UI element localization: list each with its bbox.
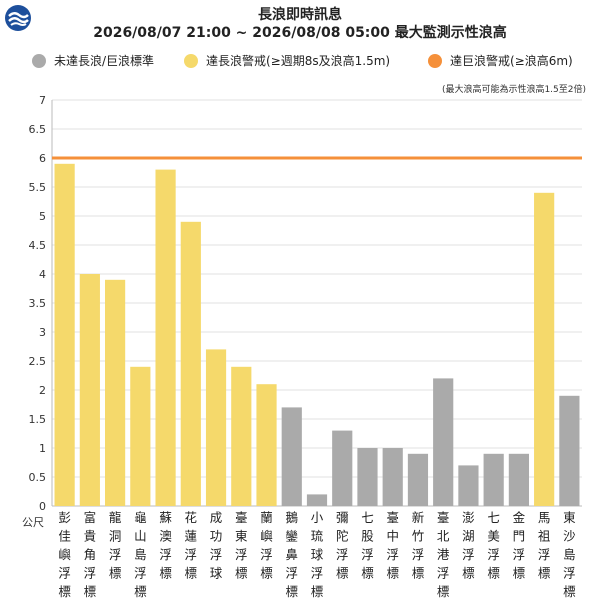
x-tick-label: 成功浮球 <box>210 510 223 581</box>
y-tick-label: 2.5 <box>29 355 47 368</box>
bar <box>205 349 227 506</box>
legend-label-below: 未達長浪/巨浪標準 <box>54 54 155 68</box>
x-tick-label: 臺中浮標 <box>386 510 399 581</box>
x-tick-label: 花蓮浮標 <box>185 510 198 581</box>
bar <box>256 384 277 506</box>
bar <box>105 279 126 506</box>
gray-dot-icon <box>32 53 46 68</box>
x-tick-label: 七股浮標 <box>361 510 374 581</box>
x-tick-label: 澎湖浮標 <box>462 510 475 581</box>
cwa-logo-icon <box>5 5 31 31</box>
x-tick-label: 彌陀浮標 <box>336 510 349 581</box>
orange-dot-icon <box>428 53 442 68</box>
y-tick-label: 1 <box>39 442 46 455</box>
x-tick-label: 蘇澳浮標 <box>159 510 172 581</box>
x-tick-label: 彭佳嶼浮標 <box>58 510 71 599</box>
y-tick-label: 6.5 <box>29 123 47 136</box>
y-tick-label: 3 <box>39 326 46 339</box>
bar <box>407 453 429 506</box>
y-tick-label: 5 <box>39 210 46 223</box>
bar <box>155 169 176 506</box>
y-tick-label: 4.5 <box>29 239 47 252</box>
bar <box>306 494 328 506</box>
legend-label-swell: 達長浪警戒(≥週期8s及浪高1.5m) <box>206 54 391 68</box>
x-tick-label: 馬祖浮標 <box>538 510 551 581</box>
y-axis-label: 公尺 <box>22 516 44 529</box>
bar <box>508 453 529 506</box>
bar <box>231 366 252 506</box>
chart-title: 長浪即時訊息 <box>258 7 342 23</box>
x-tick-label: 龜山島浮標 <box>134 510 147 599</box>
y-tick-label: 3.5 <box>29 297 47 310</box>
x-tick-label: 金門浮標 <box>513 510 526 581</box>
x-tick-label: 七美浮標 <box>487 510 500 581</box>
y-tick-label: 5.5 <box>29 181 47 194</box>
y-tick-label: 1.5 <box>29 413 47 426</box>
bar <box>534 192 555 507</box>
x-tick-label: 富貴角浮標 <box>84 510 97 599</box>
y-tick-label: 2 <box>39 384 46 397</box>
y-tick-label: 0.5 <box>29 471 47 484</box>
chart-subtitle: 2026/08/07 21:00 ~ 2026/08/08 05:00 最大監測… <box>93 25 507 41</box>
x-tick-label: 小琉球浮標 <box>311 510 324 599</box>
legend-label-huge: 達巨浪警戒(≥浪高6m) <box>450 54 573 68</box>
legend-item-huge: 達巨浪警戒(≥浪高6m) <box>428 52 573 69</box>
bar <box>180 221 201 507</box>
legend-item-swell: 達長浪警戒(≥週期8s及浪高1.5m) <box>184 52 390 69</box>
bar <box>483 453 504 506</box>
x-tick-label: 新竹浮標 <box>412 510 425 581</box>
bar <box>458 465 479 506</box>
chart-note: (最大浪高可能為示性浪高1.5至2倍) <box>441 85 586 95</box>
x-tick-label: 蘭嶼浮標 <box>260 510 273 581</box>
yellow-dot-icon <box>184 53 198 68</box>
x-tick-label: 東沙島浮標 <box>563 510 576 599</box>
bar <box>433 378 454 506</box>
legend: 未達長浪/巨浪標準 達長浪警戒(≥週期8s及浪高1.5m) 達巨浪警戒(≥浪高6… <box>0 52 600 72</box>
bar <box>79 274 100 506</box>
legend-item-below: 未達長浪/巨浪標準 <box>32 52 154 69</box>
bar <box>559 395 580 506</box>
bar <box>130 366 151 506</box>
x-tick-label: 臺北港浮標 <box>437 510 450 599</box>
bar <box>281 407 302 506</box>
bar <box>357 448 378 506</box>
chart-header: 長浪即時訊息 2026/08/07 21:00 ~ 2026/08/08 05:… <box>0 6 600 43</box>
y-tick-label: 6 <box>39 152 46 165</box>
bar <box>54 163 75 507</box>
x-tick-label: 臺東浮標 <box>235 510 248 581</box>
y-tick-label: 7 <box>39 94 46 107</box>
x-tick-label: 鵝鑾鼻浮標 <box>286 510 299 599</box>
y-tick-label: 0 <box>39 500 46 513</box>
x-tick-label: 龍洞浮標 <box>109 510 122 581</box>
bar <box>332 430 353 506</box>
y-tick-label: 4 <box>39 268 46 281</box>
bar <box>382 448 403 506</box>
